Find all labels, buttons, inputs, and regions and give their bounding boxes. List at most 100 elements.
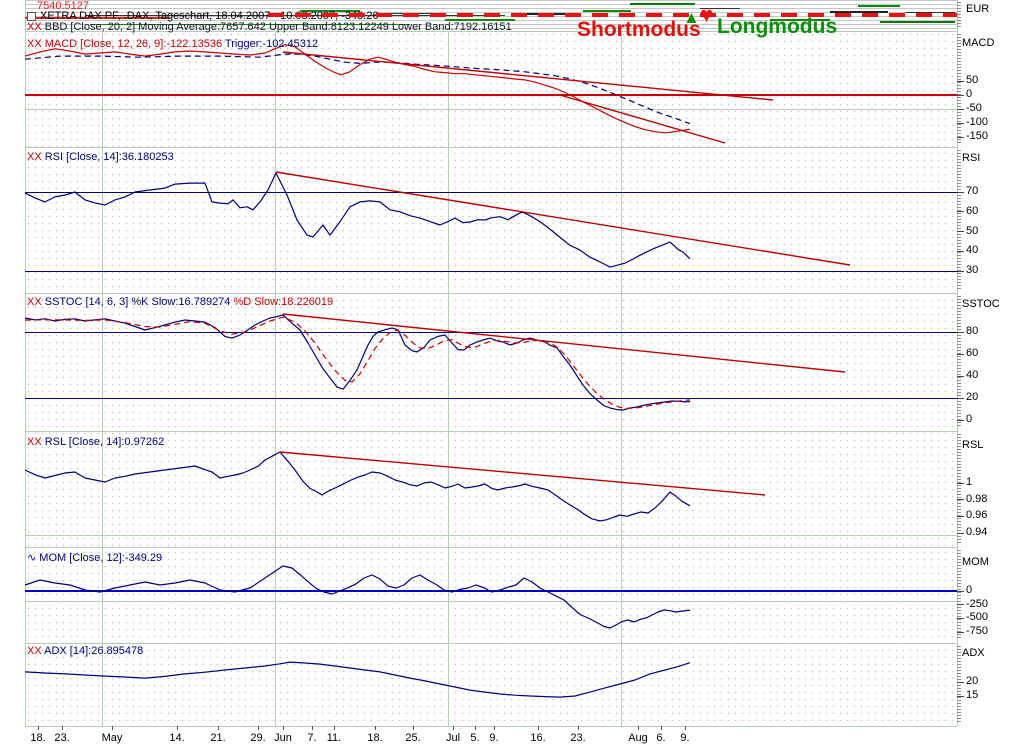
x-axis-label: 23. bbox=[54, 732, 70, 744]
price-mark bbox=[880, 21, 955, 23]
axis-panel-label-macd: MACD bbox=[962, 37, 995, 49]
price-mark bbox=[445, 19, 515, 21]
rsl-axis-ruler bbox=[957, 434, 961, 544]
x-axis-tick bbox=[312, 726, 313, 730]
axis-tick bbox=[957, 397, 964, 399]
axis-panel-label-sstoc: SSTOC bbox=[962, 298, 1000, 310]
long-arrow-up-icon: ▲ bbox=[683, 8, 700, 27]
x-axis-tick bbox=[334, 726, 335, 730]
axis-tick bbox=[957, 532, 964, 534]
axis-tick-label: 70 bbox=[966, 185, 979, 197]
panel-header-rsl[interactable]: XX RSL [Close, 14]:0.97262 bbox=[27, 436, 164, 448]
x-axis-label: 29. bbox=[250, 732, 266, 744]
x-axis-label: 11. bbox=[326, 732, 342, 744]
zigzag-icon: ∿ bbox=[27, 552, 40, 564]
x-axis-label: Jun bbox=[274, 732, 292, 744]
adx-axis-ruler bbox=[957, 646, 961, 723]
panel-separator-line bbox=[25, 643, 957, 644]
header-text: RSI [Close, 14]:36.180253 bbox=[44, 151, 174, 163]
shortmodus-label: Shortmodus bbox=[577, 18, 701, 41]
axis-tick bbox=[957, 482, 964, 484]
axis-tick-label: 0.96 bbox=[966, 509, 988, 522]
x-axis-tick bbox=[177, 726, 178, 730]
axis-label-eur: EUR bbox=[966, 3, 990, 15]
x-axis-label: 25. bbox=[405, 732, 421, 744]
axis-tick-label: 50 bbox=[966, 74, 979, 86]
panel-header-macd[interactable]: XX MACD [Close, 12, 26, 9]:-122.13536 Tr… bbox=[27, 38, 318, 50]
axis-tick bbox=[957, 94, 964, 96]
axis-tick-label: -500 bbox=[966, 611, 989, 624]
price-mark bbox=[583, 10, 631, 12]
bbd-indicator-label[interactable]: XX BBD [Close, 20, 2] Moving Average:765… bbox=[27, 21, 512, 33]
x-axis-tick bbox=[62, 726, 63, 730]
axis-tick-label: 20 bbox=[966, 391, 979, 403]
x-axis-tick bbox=[218, 726, 219, 730]
x-axis-tick bbox=[494, 726, 495, 730]
axis-panel-label-rsl: RSL bbox=[962, 439, 984, 451]
x-axis-tick bbox=[413, 726, 414, 730]
axis-tick-label: 15 bbox=[966, 689, 979, 701]
header-text: SSTOC [14, 6, 3] %K Slow:16.789274 bbox=[44, 296, 234, 308]
axis-tick bbox=[957, 515, 964, 517]
axis-tick-label: 1 bbox=[966, 476, 973, 488]
axis-tick bbox=[957, 590, 964, 592]
x-axis-label: Aug bbox=[628, 732, 648, 744]
axis-tick-label: 40 bbox=[966, 244, 979, 257]
axis-tick bbox=[957, 695, 964, 697]
x-axis-tick bbox=[375, 726, 376, 730]
chart-title: XETRA DAX PF, .DAX, Tageschart, 18.04.20… bbox=[40, 10, 379, 22]
xx-icon: XX bbox=[27, 296, 45, 308]
axis-tick-label: 0.94 bbox=[966, 526, 988, 538]
panel-header-adx[interactable]: XX ADX [14]:26.895478 bbox=[27, 645, 143, 657]
ref-line-macd bbox=[25, 94, 957, 96]
x-axis-tick bbox=[685, 726, 686, 730]
axis-tick bbox=[957, 375, 964, 377]
header-text: MOM [Close, 12]:-349.29 bbox=[39, 552, 163, 564]
x-axis-label: 23. bbox=[570, 732, 586, 744]
macd-axis-ruler bbox=[957, 34, 961, 144]
axis-tick bbox=[957, 353, 964, 355]
header-text: %D Slow:18.226019 bbox=[233, 296, 334, 308]
x-axis-tick bbox=[661, 726, 662, 730]
grid-month-line bbox=[275, 31, 276, 726]
x-axis-tick bbox=[638, 726, 639, 730]
axis-tick-label: -750 bbox=[966, 625, 989, 637]
panel-header-rsi[interactable]: XX RSI [Close, 14]:36.180253 bbox=[27, 151, 174, 163]
axis-tick bbox=[957, 122, 964, 124]
axis-tick bbox=[957, 331, 964, 333]
x-axis-tick bbox=[453, 726, 454, 730]
axis-tick-label: 50 bbox=[966, 224, 979, 237]
stop-signal-line bbox=[268, 13, 957, 17]
grid-month-line bbox=[102, 31, 103, 726]
price-mark bbox=[770, 19, 830, 21]
axis-panel-label-adx: ADX bbox=[962, 647, 985, 659]
xx-icon[interactable]: XX bbox=[27, 21, 45, 33]
x-axis-tick bbox=[578, 726, 579, 730]
plot-area[interactable] bbox=[25, 31, 957, 726]
panel-header-sstoc[interactable]: XX SSTOC [14, 6, 3] %K Slow:16.789274 %D… bbox=[27, 296, 333, 308]
header-text: RSL [Close, 14]:0.97262 bbox=[44, 436, 165, 448]
axis-tick-label: 0 bbox=[966, 413, 973, 425]
ref-line-rsi bbox=[25, 191, 957, 193]
axis-tick-label: 0 bbox=[966, 584, 973, 596]
panel-separator-line bbox=[25, 547, 957, 548]
axis-tick bbox=[957, 136, 964, 138]
ref-line-mom bbox=[25, 601, 957, 603]
axis-tick bbox=[957, 108, 964, 110]
axis-tick-label: -250 bbox=[966, 597, 989, 610]
axis-tick-label: 60 bbox=[966, 204, 979, 217]
bbd-text: BBD [Close, 20, 2] Moving Average:7657.6… bbox=[44, 21, 512, 33]
x-axis-label: 6. bbox=[656, 732, 666, 744]
window-icon[interactable] bbox=[27, 12, 36, 21]
x-axis-label: 9. bbox=[680, 732, 690, 744]
eur-axis-ruler bbox=[957, 2, 961, 29]
grid-month-line bbox=[621, 31, 622, 726]
ref-line-rsl bbox=[25, 535, 957, 537]
last-price: 7540.5127 bbox=[37, 0, 89, 12]
x-axis-label: 5. bbox=[470, 732, 480, 744]
axis-tick-label: 0 bbox=[966, 88, 973, 100]
panel-header-mom[interactable]: ∿ MOM [Close, 12]:-349.29 bbox=[27, 552, 162, 564]
axis-tick-label: -150 bbox=[966, 130, 989, 142]
price-mark bbox=[300, 10, 360, 12]
axis-tick bbox=[957, 499, 964, 501]
